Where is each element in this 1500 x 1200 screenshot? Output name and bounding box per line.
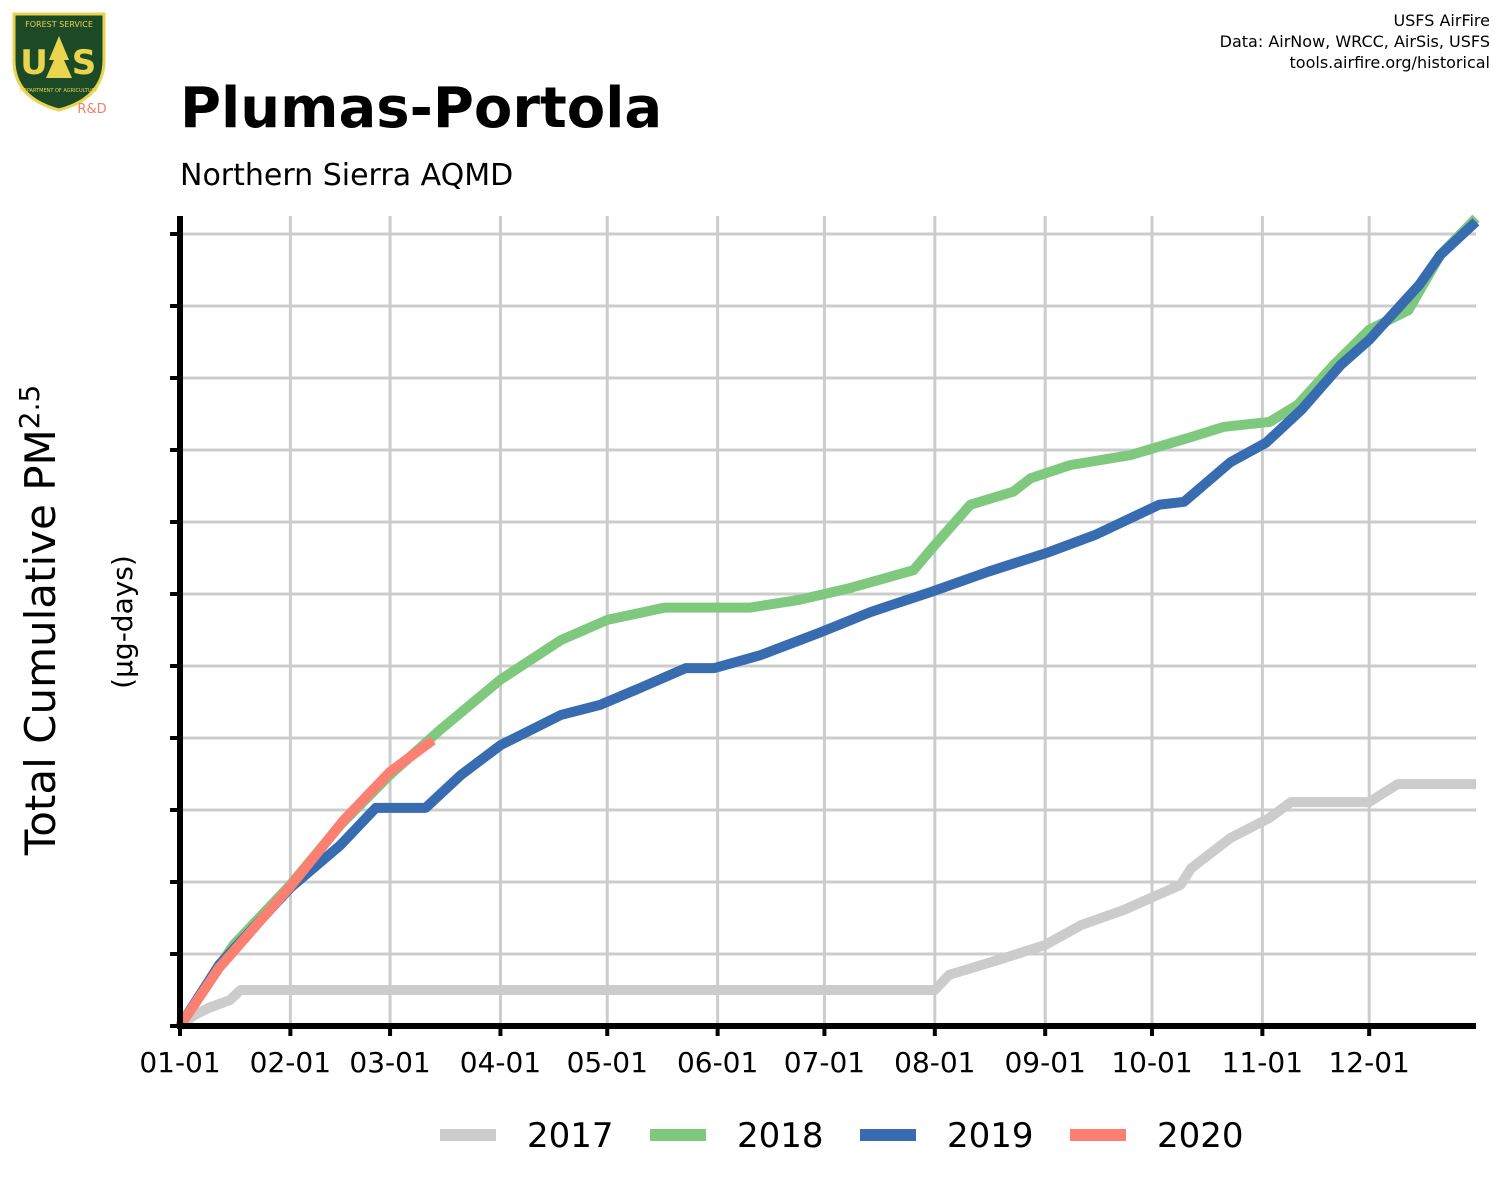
series-line: [175, 736, 436, 1029]
y-axis-label-main: Total Cumulative PM: [16, 429, 65, 856]
x-tick-label: 03-01: [349, 1046, 430, 1079]
logo-tag: R&D: [77, 102, 106, 117]
legend-label: 2018: [737, 1116, 824, 1156]
credit: tools.airfire.org/historical: [1290, 53, 1490, 72]
x-tick-label: 12-01: [1328, 1046, 1409, 1079]
x-tick-label: 10-01: [1111, 1046, 1192, 1079]
logo: FOREST SERVICE U S DEPARTMENT OF AGRICUL…: [12, 12, 107, 117]
x-tick-label: 06-01: [677, 1046, 758, 1079]
logo-letter: S: [72, 43, 97, 83]
logo-letter: U: [20, 43, 48, 83]
y-axis-label-subscript: 2.5: [13, 385, 46, 430]
legend-label: 2017: [527, 1116, 614, 1156]
y-axis-units: (µg-days): [106, 555, 139, 689]
x-tick-label: 09-01: [1004, 1046, 1085, 1079]
chart-subtitle: Northern Sierra AQMD: [180, 158, 513, 193]
x-tick-label: 01-01: [139, 1046, 220, 1079]
series-line: [176, 779, 1476, 1030]
chart-title: Plumas-Portola: [180, 76, 662, 141]
logo-tree: [46, 36, 72, 78]
x-tick-label: 04-01: [460, 1046, 541, 1079]
series-line: [175, 214, 1480, 1029]
x-tick-label: 11-01: [1222, 1046, 1303, 1079]
x-tick-label: 07-01: [784, 1046, 865, 1079]
x-tick-label: 05-01: [567, 1046, 648, 1079]
x-tick-label: 08-01: [894, 1046, 975, 1079]
logo-top: FOREST SERVICE: [25, 20, 93, 29]
legend-label: 2020: [1157, 1116, 1244, 1156]
y-axis-label: Total Cumulative PM2.5: [13, 385, 65, 857]
x-tick-label: 02-01: [250, 1046, 331, 1079]
logo-bottom: DEPARTMENT OF AGRICULTURE: [20, 88, 98, 94]
credit: USFS AirFire: [1393, 11, 1490, 30]
legend-label: 2019: [947, 1116, 1034, 1156]
credit: Data: AirNow, WRCC, AirSis, USFS: [1220, 32, 1490, 51]
series-line: [175, 218, 1480, 1029]
